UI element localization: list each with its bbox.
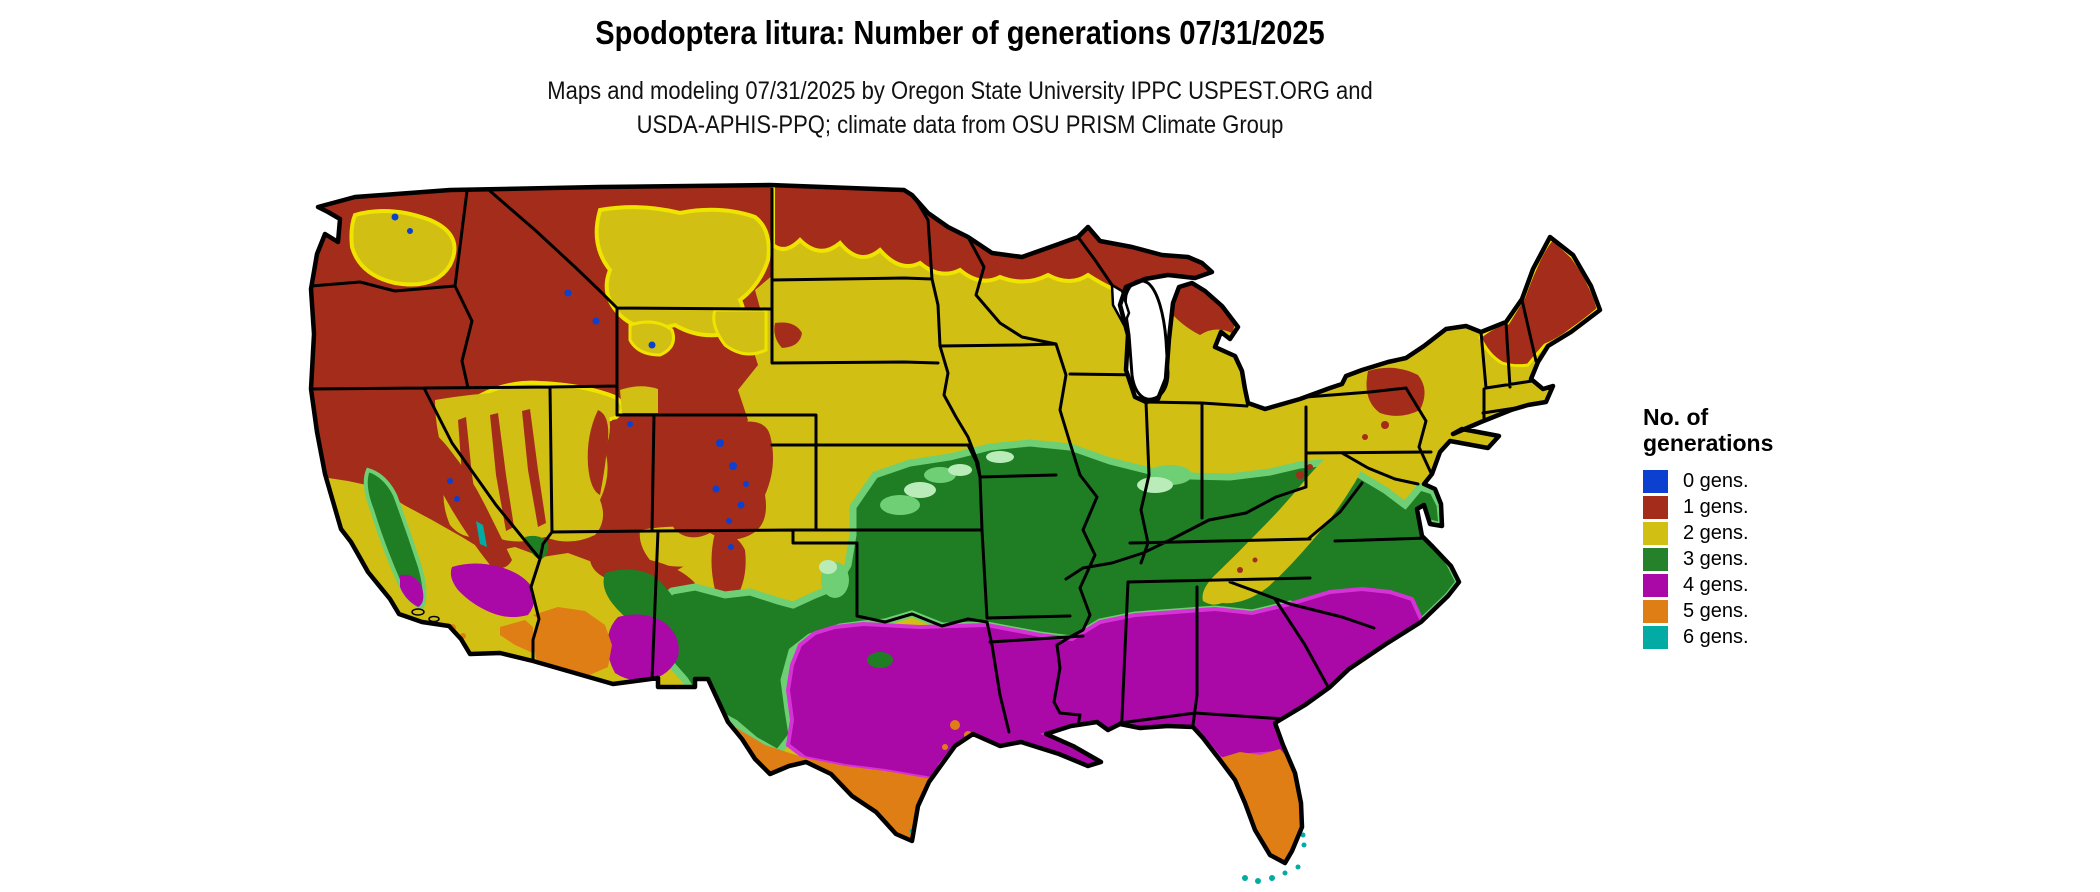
zone-4gens-mojave — [450, 563, 535, 618]
us-generations-map — [300, 175, 1620, 892]
map-canvas — [308, 182, 1603, 884]
legend-swatch-4gens — [1643, 573, 1668, 597]
zone-1gen-wasatch — [587, 410, 609, 495]
legend-item-4gens: 4 gens. — [1643, 572, 1893, 598]
zone-2gens-columbia-basin — [349, 209, 457, 287]
us-outline — [308, 182, 1603, 866]
zone-3gens-arizona-mts — [603, 569, 692, 643]
page-title: Spodoptera litura: Number of generations… — [595, 14, 1325, 51]
zone-3gens-central-valley — [363, 467, 427, 610]
attribution-line-1: Maps and modeling 07/31/2025 by Oregon S… — [547, 77, 1373, 105]
legend-swatch-1gens — [1643, 495, 1668, 519]
florida-keys — [1242, 832, 1307, 884]
zone-1gen-sangre — [711, 532, 746, 599]
legend-swatch-6gens — [1643, 625, 1668, 649]
map-attribution: Maps and modeling 07/31/2025 by Oregon S… — [115, 74, 1805, 142]
zone-5gens-florida — [1220, 749, 1302, 863]
legend-swatch-2gens — [1643, 521, 1668, 545]
legend-items: 0 gens. 1 gens. 2 gens. 3 gens. 4 gens. … — [1643, 468, 1893, 650]
legend-swatch-3gens — [1643, 547, 1668, 571]
legend-item-5gens: 5 gens. — [1643, 598, 1893, 624]
zone-3gens-pale-fringe — [819, 451, 1192, 598]
zone-1gen-nv-ranges — [458, 409, 546, 531]
legend-item-1gens: 1 gens. — [1643, 494, 1893, 520]
zone-2gens-bighorn — [628, 320, 675, 357]
zone-3gens-texas-hole — [867, 652, 893, 668]
legend-swatch-0gens — [1643, 469, 1668, 493]
zone-1gen-appalachia-specks — [1237, 421, 1389, 573]
zone-0gens-peaks — [391, 213, 749, 550]
zone-4gens-se-arizona — [607, 614, 679, 681]
zone-2gens-appalachian-ridge — [1202, 442, 1364, 605]
legend-item-2gens: 2 gens. — [1643, 520, 1893, 546]
state-borders — [311, 187, 1538, 742]
zone-1gen-adirondacks — [1366, 367, 1425, 416]
legend-item-0gens: 0 gens. — [1643, 468, 1893, 494]
zone-1gen-sierra — [414, 423, 512, 569]
legend-item-6gens: 6 gens. — [1643, 624, 1893, 650]
zone-1gen-colorado-rockies — [662, 417, 774, 540]
zone-1gen-uinta — [612, 418, 652, 437]
map-header: Spodoptera litura: Number of generations… — [0, 0, 1920, 142]
legend-title: No. of generations — [1643, 404, 1774, 456]
map-legend: No. of generations 0 gens. 1 gens. 2 gen… — [1643, 404, 1893, 650]
attribution-line-2: USDA-APHIS-PPQ; climate data from OSU PR… — [636, 111, 1284, 139]
zone-6gens-death-valley — [476, 521, 487, 547]
legend-item-3gens: 3 gens. — [1643, 546, 1893, 572]
zone-5gens-sw-arizona — [500, 607, 612, 677]
offshore-islands — [411, 608, 1307, 884]
zone-2gens-wyoming-ne — [712, 308, 768, 356]
zone-1gen-blackhills — [774, 322, 802, 348]
legend-swatch-5gens — [1643, 599, 1668, 623]
zone-2gens-wyoming-sw — [620, 386, 658, 413]
zone-4gens-valley-south — [400, 574, 424, 607]
